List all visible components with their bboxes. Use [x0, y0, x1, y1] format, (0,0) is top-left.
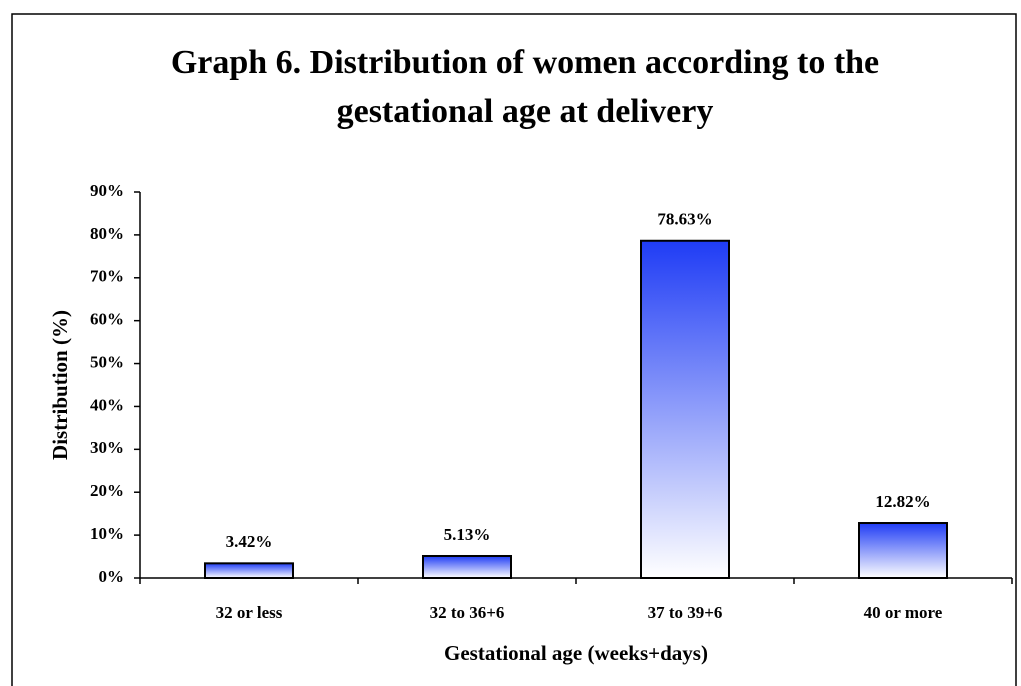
- y-tick-label: 40%: [90, 395, 124, 414]
- y-tick-label: 80%: [90, 224, 124, 243]
- y-tick-label: 90%: [90, 181, 124, 200]
- y-tick-label: 10%: [90, 524, 124, 543]
- value-label: 5.13%: [444, 525, 491, 544]
- y-tick-label: 50%: [90, 352, 124, 371]
- y-tick-label: 70%: [90, 267, 124, 286]
- bar: [204, 562, 294, 579]
- bar: [422, 554, 512, 579]
- chart-frame: [11, 13, 1017, 686]
- value-label: 12.82%: [875, 492, 930, 511]
- y-axis-label: Distribution (%): [48, 310, 72, 460]
- value-label: 3.42%: [226, 532, 273, 551]
- x-axis-label: Gestational age (weeks+days): [444, 641, 708, 665]
- y-tick-label: 60%: [90, 310, 124, 329]
- x-tick-label: 32 to 36+6: [430, 603, 505, 622]
- bar: [858, 522, 948, 579]
- y-tick-label: 30%: [90, 438, 124, 457]
- y-tick-label: 20%: [90, 481, 124, 500]
- chart-title: Graph 6. Distribution of women according…: [170, 44, 880, 130]
- y-tick-label: 0%: [99, 567, 125, 586]
- x-tick-label: 37 to 39+6: [648, 603, 723, 622]
- x-tick-label: 32 or less: [216, 603, 283, 622]
- x-tick-label: 40 or more: [864, 603, 943, 622]
- value-label: 78.63%: [657, 210, 712, 229]
- bar: [640, 239, 730, 579]
